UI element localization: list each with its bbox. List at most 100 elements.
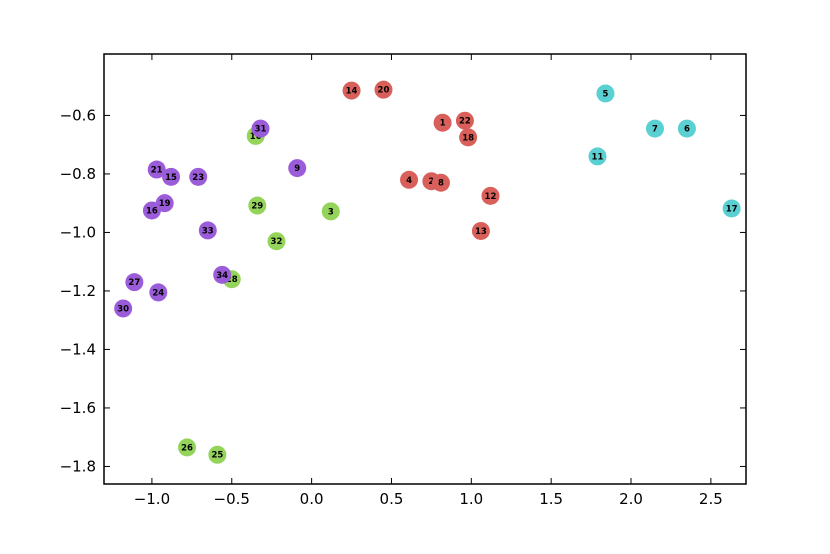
point-label: 1 [440, 119, 446, 129]
data-point: 17 [722, 199, 741, 218]
x-tick-label: 0.0 [300, 490, 324, 508]
point-label: 17 [726, 204, 738, 214]
y-tick-label: −0.8 [60, 165, 96, 183]
data-point: 20 [374, 80, 393, 99]
point-marker [114, 299, 133, 318]
point-marker [267, 232, 286, 251]
data-point: 23 [189, 167, 208, 186]
point-marker [213, 265, 232, 284]
point-marker [189, 167, 208, 186]
data-point: 22 [455, 111, 474, 130]
point-label: 7 [652, 125, 658, 135]
point-marker [588, 147, 607, 166]
point-label: 11 [592, 152, 604, 162]
point-marker [433, 113, 452, 132]
point-label: 18 [462, 133, 474, 143]
point-marker [149, 283, 168, 302]
point-label: 16 [146, 206, 158, 216]
point-label: 5 [603, 89, 609, 99]
point-label: 14 [346, 87, 358, 97]
point-marker [455, 111, 474, 130]
x-tick-label: 1.5 [539, 490, 563, 508]
point-label: 28 [226, 275, 238, 285]
data-point: 12 [481, 186, 500, 205]
point-marker [596, 84, 615, 103]
x-tick-label: −1.0 [134, 490, 170, 508]
point-label: 20 [378, 86, 390, 96]
point-label: 15 [165, 173, 177, 183]
point-label: 10 [250, 132, 262, 142]
point-marker [248, 196, 267, 215]
data-point: 19 [155, 194, 174, 213]
data-point: 8 [431, 173, 450, 192]
point-label: 9 [294, 164, 300, 174]
point-label: 31 [255, 125, 267, 135]
data-point: 21 [147, 160, 166, 179]
y-tick-label: −1.4 [60, 340, 96, 358]
point-label: 2 [428, 177, 434, 187]
data-point: 32 [267, 232, 286, 251]
point-marker [471, 221, 490, 240]
point-label: 33 [202, 226, 214, 236]
x-tick-label: 1.0 [459, 490, 483, 508]
y-axis: −0.6 −0.8 −1.0 −1.2 −1.4 −1.6 −1.8 [60, 106, 746, 475]
point-marker [677, 119, 696, 138]
point-marker [208, 445, 227, 464]
y-tick-label: −1.2 [60, 282, 96, 300]
data-point: 3 [321, 202, 340, 221]
data-point: 4 [400, 170, 419, 189]
point-marker [342, 81, 361, 100]
point-label: 27 [128, 278, 140, 288]
point-label: 4 [406, 176, 412, 186]
point-label: 30 [117, 304, 129, 314]
point-label: 26 [181, 443, 193, 453]
point-label: 23 [192, 173, 204, 183]
point-marker [155, 194, 174, 213]
y-tick-label: −1.8 [60, 457, 96, 475]
point-marker [147, 160, 166, 179]
point-label: 3 [328, 207, 334, 217]
point-marker [722, 199, 741, 218]
point-label: 25 [211, 451, 223, 461]
data-point: 13 [471, 221, 490, 240]
data-point: 25 [208, 445, 227, 464]
data-point: 14 [342, 81, 361, 100]
point-marker [162, 167, 181, 186]
point-label: 34 [216, 271, 228, 281]
data-point: 27 [125, 273, 144, 292]
point-marker [198, 221, 217, 240]
point-marker [645, 119, 664, 138]
data-point: 34 [213, 265, 232, 284]
point-label: 21 [151, 166, 163, 176]
point-label: 8 [438, 179, 444, 189]
point-label: 32 [271, 237, 283, 247]
point-marker [321, 202, 340, 221]
y-tick-label: −1.0 [60, 223, 96, 241]
x-tick-label: 2.5 [699, 490, 723, 508]
data-point: 7 [645, 119, 664, 138]
data-point: 24 [149, 283, 168, 302]
point-label: 12 [485, 192, 497, 202]
data-point: 1 [433, 113, 452, 132]
data-point: 33 [198, 221, 217, 240]
x-tick-label: 0.5 [380, 490, 404, 508]
plot-frame [103, 53, 747, 485]
data-point: 18 [459, 128, 478, 147]
data-point: 6 [677, 119, 696, 138]
data-point: 29 [248, 196, 267, 215]
x-tick-label: 2.0 [619, 490, 643, 508]
x-axis: −1.0 −0.5 0.0 0.5 1.0 1.5 2.0 2.5 [134, 54, 723, 508]
point-label: 29 [251, 202, 263, 212]
point-marker [125, 273, 144, 292]
point-marker [481, 186, 500, 205]
point-marker [288, 159, 307, 178]
point-label: 24 [152, 288, 164, 298]
point-marker [459, 128, 478, 147]
point-marker [178, 438, 197, 457]
point-marker [400, 170, 419, 189]
data-point: 15 [162, 167, 181, 186]
point-label: 19 [159, 199, 171, 209]
point-label: 13 [475, 227, 487, 237]
